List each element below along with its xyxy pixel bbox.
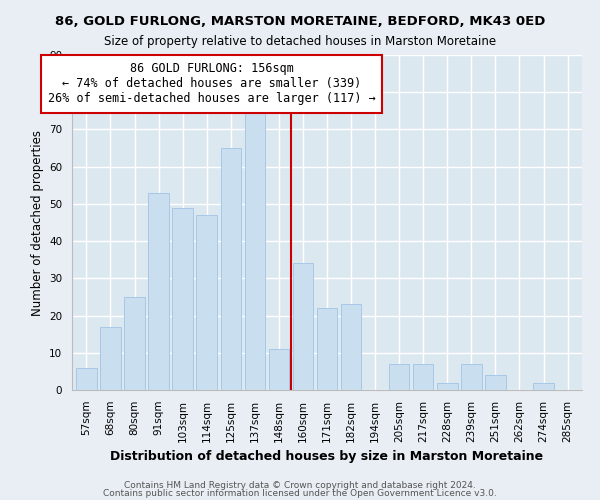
Bar [389, 364, 409, 390]
Text: Contains HM Land Registry data © Crown copyright and database right 2024.: Contains HM Land Registry data © Crown c… [124, 480, 476, 490]
Bar [76, 368, 97, 390]
Bar [533, 382, 554, 390]
Bar [196, 215, 217, 390]
Bar [172, 208, 193, 390]
Text: 86 GOLD FURLONG: 156sqm
← 74% of detached houses are smaller (339)
26% of semi-d: 86 GOLD FURLONG: 156sqm ← 74% of detache… [47, 62, 376, 106]
Bar [221, 148, 241, 390]
Bar [485, 375, 506, 390]
Bar [148, 192, 169, 390]
Bar [437, 382, 458, 390]
Bar [100, 326, 121, 390]
Bar [245, 111, 265, 390]
Bar [124, 297, 145, 390]
Text: Contains public sector information licensed under the Open Government Licence v3: Contains public sector information licen… [103, 489, 497, 498]
Text: 86, GOLD FURLONG, MARSTON MORETAINE, BEDFORD, MK43 0ED: 86, GOLD FURLONG, MARSTON MORETAINE, BED… [55, 15, 545, 28]
Bar [317, 308, 337, 390]
Bar [293, 264, 313, 390]
Bar [341, 304, 361, 390]
Text: Size of property relative to detached houses in Marston Moretaine: Size of property relative to detached ho… [104, 35, 496, 48]
Bar [413, 364, 433, 390]
X-axis label: Distribution of detached houses by size in Marston Moretaine: Distribution of detached houses by size … [110, 450, 544, 463]
Y-axis label: Number of detached properties: Number of detached properties [31, 130, 44, 316]
Bar [269, 349, 289, 390]
Bar [461, 364, 482, 390]
